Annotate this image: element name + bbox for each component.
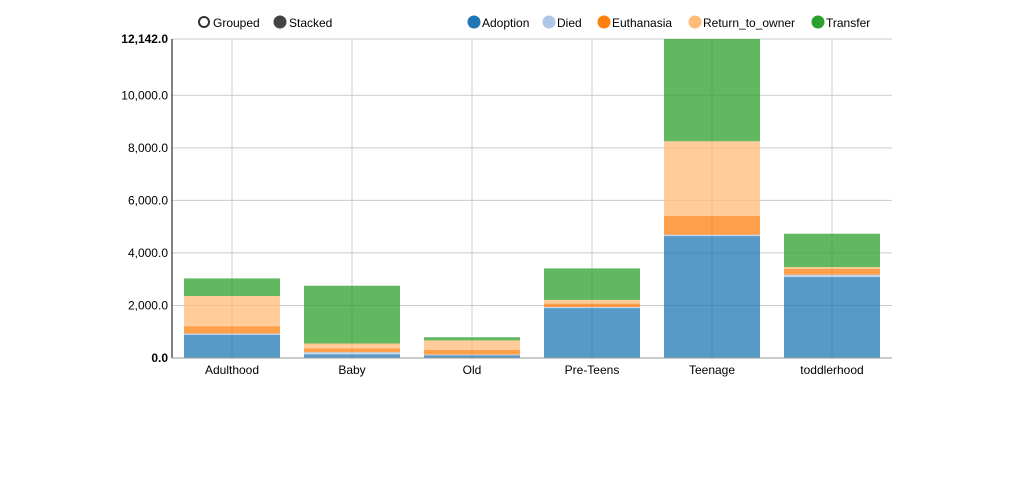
legend-item-transfer[interactable]: Transfer <box>811 15 870 30</box>
x-tick-label: Teenage <box>689 363 735 377</box>
bar-segment-return-to-owner-adulthood[interactable] <box>184 295 280 327</box>
bar-segment-died-baby[interactable] <box>304 352 400 355</box>
bar-segment-died-pre-teens[interactable] <box>544 307 640 309</box>
stacked-radio[interactable]: Stacked <box>273 15 332 30</box>
legend-swatch[interactable] <box>688 15 702 29</box>
bar-segment-died-adulthood[interactable] <box>184 333 280 335</box>
y-tick-label: 0.0 <box>151 351 168 365</box>
axes: 0.0 2,000.0 4,000.0 6,000.0 8,000.0 10,000.0 1… <box>121 32 892 377</box>
bar-segment-adoption-toddlerhood[interactable] <box>784 277 880 358</box>
bar-segment-transfer-baby[interactable] <box>304 285 400 344</box>
bar-segment-return-to-owner-baby[interactable] <box>304 343 400 349</box>
bar-segment-euthanasia-adulthood[interactable] <box>184 326 280 334</box>
legend-label[interactable]: Died <box>557 16 582 30</box>
legend-label[interactable]: Adoption <box>482 16 529 30</box>
bar-segment-euthanasia-old[interactable] <box>424 349 520 355</box>
legend: Adoption Died Euthanasia Return_to_owner Tra… <box>467 15 870 30</box>
bar-segment-return-to-owner-old[interactable] <box>424 340 520 350</box>
y-tick-label: 10,000.0 <box>121 88 168 102</box>
bar-segment-died-teenage[interactable] <box>664 234 760 237</box>
bar-segment-transfer-pre-teens[interactable] <box>544 268 640 300</box>
bar-segment-died-old[interactable] <box>424 354 520 356</box>
legend-swatch[interactable] <box>542 15 556 29</box>
y-tick-label: 12,142.0 <box>121 32 168 46</box>
bar-segment-adoption-baby[interactable] <box>304 354 400 358</box>
legend-item-died[interactable]: Died <box>542 15 582 30</box>
x-tick-label: Baby <box>338 363 365 377</box>
bar-segment-euthanasia-toddlerhood[interactable] <box>784 268 880 275</box>
bar-segment-adoption-teenage[interactable] <box>664 236 760 358</box>
legend-swatch[interactable] <box>467 15 481 29</box>
bars <box>184 39 880 358</box>
y-tick-label: 4,000.0 <box>128 246 168 260</box>
legend-label[interactable]: Return_to_owner <box>703 16 795 30</box>
x-tick-label: Adulthood <box>205 363 259 377</box>
y-tick-label: 6,000.0 <box>128 193 168 207</box>
legend-item-return-to-owner[interactable]: Return_to_owner <box>688 15 795 30</box>
bar-segment-return-to-owner-teenage[interactable] <box>664 141 760 216</box>
bar-segment-euthanasia-pre-teens[interactable] <box>544 303 640 308</box>
bar-segment-return-to-owner-pre-teens[interactable] <box>544 299 640 304</box>
legend-label[interactable]: Transfer <box>826 16 870 30</box>
bar-segment-transfer-old[interactable] <box>424 337 520 341</box>
y-tick-label: 8,000.0 <box>128 141 168 155</box>
x-tick-label: Pre-Teens <box>565 363 620 377</box>
chart-controls: Grouped Stacked <box>198 15 332 30</box>
x-tick-label: toddlerhood <box>800 363 863 377</box>
bar-segment-transfer-adulthood[interactable] <box>184 278 280 296</box>
grouped-radio[interactable]: Grouped <box>198 16 260 30</box>
x-tick-label: Old <box>463 363 482 377</box>
bar-segment-euthanasia-teenage[interactable] <box>664 215 760 235</box>
legend-label[interactable]: Euthanasia <box>612 16 672 30</box>
legend-swatch[interactable] <box>597 15 611 29</box>
bar-segment-euthanasia-baby[interactable] <box>304 348 400 353</box>
y-tick-label: 2,000.0 <box>128 298 168 312</box>
stacked-radio-label[interactable]: Stacked <box>289 16 332 30</box>
bar-segment-adoption-old[interactable] <box>424 355 520 358</box>
legend-swatch[interactable] <box>811 15 825 29</box>
grouped-radio-circle[interactable] <box>198 16 210 28</box>
bar-segment-transfer-toddlerhood[interactable] <box>784 233 880 268</box>
legend-item-adoption[interactable]: Adoption <box>467 15 529 30</box>
bar-segment-transfer-teenage[interactable] <box>664 39 760 142</box>
legend-item-euthanasia[interactable]: Euthanasia <box>597 15 672 30</box>
grouped-radio-label[interactable]: Grouped <box>213 16 260 30</box>
bar-segment-return-to-owner-toddlerhood[interactable] <box>784 267 880 269</box>
bar-segment-adoption-pre-teens[interactable] <box>544 308 640 358</box>
stacked-radio-circle[interactable] <box>273 15 287 29</box>
bar-segment-adoption-adulthood[interactable] <box>184 334 280 358</box>
bar-segment-died-toddlerhood[interactable] <box>784 274 880 278</box>
